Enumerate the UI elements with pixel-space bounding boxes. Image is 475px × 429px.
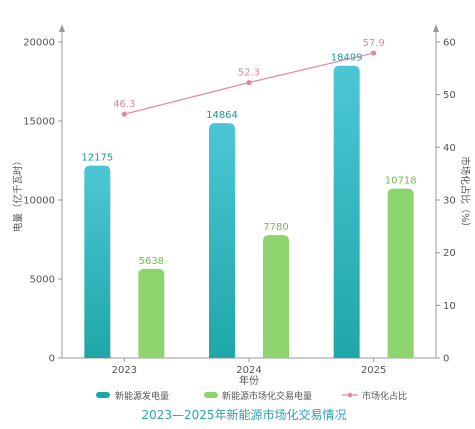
legend-swatch-market-trade: [204, 392, 218, 398]
point-label-share: 57.9: [363, 38, 385, 49]
y2-axis-label: 市场化占比（%）: [459, 156, 471, 232]
bar-market-trade: [263, 235, 289, 358]
bar-label-market-trade: 5638: [139, 256, 164, 267]
y2-tick-label: 20: [443, 248, 456, 259]
point-share: [121, 111, 127, 117]
y-axis-left-arrow: [59, 24, 65, 32]
y-axis-label: 电量（亿千瓦时）: [12, 156, 24, 232]
legend-label-market-trade: 新能源市场化交易电量: [222, 390, 312, 402]
y2-tick-label: 60: [443, 38, 456, 49]
bar-market-trade: [138, 268, 165, 358]
y-tick-label: 0: [49, 354, 55, 365]
bar-label-generation: 12175: [81, 153, 113, 164]
bar-generation: [84, 165, 111, 358]
y-tick-label: 5000: [30, 275, 55, 286]
point-label-share: 46.3: [113, 99, 135, 110]
bar-label-generation: 18499: [331, 53, 363, 64]
bar-label-market-trade: 10718: [385, 176, 417, 187]
y2-tick-label: 10: [443, 301, 456, 312]
legend-label-generation: 新能源发电量: [115, 390, 169, 402]
chart-title: 2023—2025年新能源市场化交易情况: [141, 407, 346, 422]
y-tick-label: 15000: [23, 117, 55, 128]
bar-label-market-trade: 7780: [263, 222, 288, 233]
y2-tick-label: 30: [443, 196, 456, 207]
legend-marker-share: [347, 392, 353, 398]
legend: 新能源发电量 新能源市场化交易电量 市场化占比: [96, 390, 407, 402]
bar-market-trade: [387, 188, 414, 358]
x-tick-label: 2024: [236, 365, 261, 376]
legend-swatch-generation: [96, 392, 110, 398]
point-share: [371, 50, 377, 56]
x-tick-label: 2023: [112, 365, 137, 376]
y2-tick-label: 0: [443, 354, 449, 365]
point-share: [246, 79, 252, 86]
legend-label-share: 市场化占比: [362, 390, 407, 402]
y-tick-label: 20000: [23, 38, 55, 49]
y2-tick-label: 40: [443, 143, 456, 154]
bar-generation: [209, 123, 235, 358]
y-tick-label: 10000: [23, 196, 55, 207]
bar-generation: [333, 65, 360, 359]
point-label-share: 52.3: [238, 68, 260, 79]
bar-label-generation: 14864: [206, 110, 238, 121]
x-axis-label: 年份: [239, 374, 259, 387]
y-axis-right-arrow: [433, 24, 439, 32]
y2-tick-label: 50: [443, 90, 456, 101]
x-tick-label: 2025: [361, 365, 386, 376]
